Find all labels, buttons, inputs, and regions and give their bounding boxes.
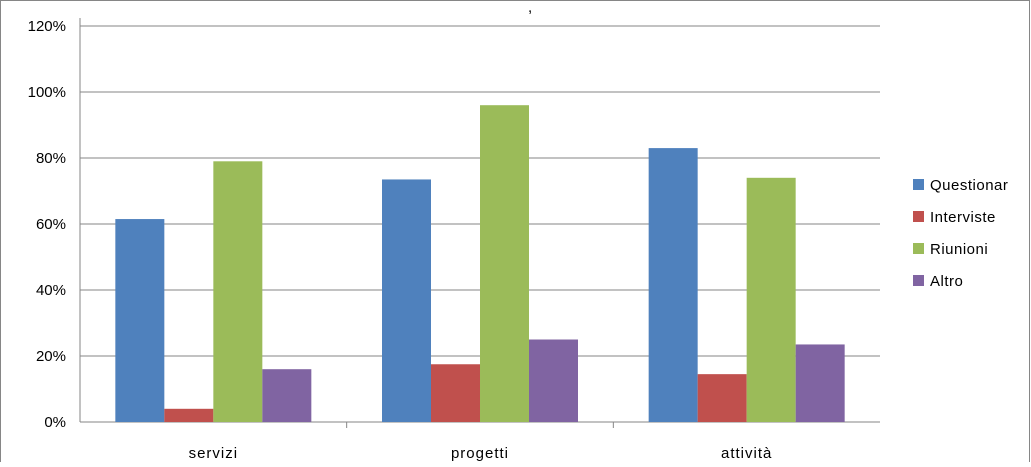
bar-riunioni-2: [480, 105, 529, 422]
legend-label: Interviste: [930, 209, 996, 226]
x-tick-label: progetti: [451, 445, 509, 462]
bar-interviste-3: [697, 374, 747, 422]
y-tick-label: 40%: [36, 282, 66, 299]
legend-label: Altro: [930, 273, 963, 290]
chart-title-fragment: ,: [528, 0, 532, 16]
legend-label: Questionar: [930, 177, 1008, 194]
y-tick-label: 80%: [36, 150, 66, 167]
x-tick-label: attività: [721, 445, 772, 462]
y-tick-label: 0%: [44, 414, 66, 431]
bar-riunioni-3: [746, 177, 796, 422]
bar-riunioni-1: [213, 161, 263, 423]
legend-label: Riunioni: [930, 241, 988, 258]
y-tick-label: 120%: [28, 18, 66, 35]
bar-altro-3: [795, 344, 845, 422]
legend-swatch: [913, 243, 924, 254]
axis-labels: 0% 20% 40% 60% 80% 100% 120% servizi progetti att…: [28, 18, 772, 462]
y-tick-label: 100%: [28, 84, 66, 101]
bar-altro-1: [262, 369, 312, 422]
legend-swatch: [913, 179, 924, 190]
bar-questionar-2: [382, 179, 431, 422]
y-tick-label: 60%: [36, 216, 66, 233]
legend-swatch: [913, 275, 924, 286]
bar-questionar-3: [648, 148, 698, 422]
y-tick-label: 20%: [36, 348, 66, 365]
x-tick-label: servizi: [189, 445, 239, 462]
bar-questionar-1: [115, 219, 165, 422]
legend-swatch: [913, 211, 924, 222]
bar-altro-2: [529, 339, 578, 422]
bar-interviste-1: [164, 408, 214, 422]
bars: [115, 105, 845, 423]
legend: Questionar Interviste Riunioni Altro: [913, 177, 1008, 290]
bar-interviste-2: [431, 364, 480, 422]
